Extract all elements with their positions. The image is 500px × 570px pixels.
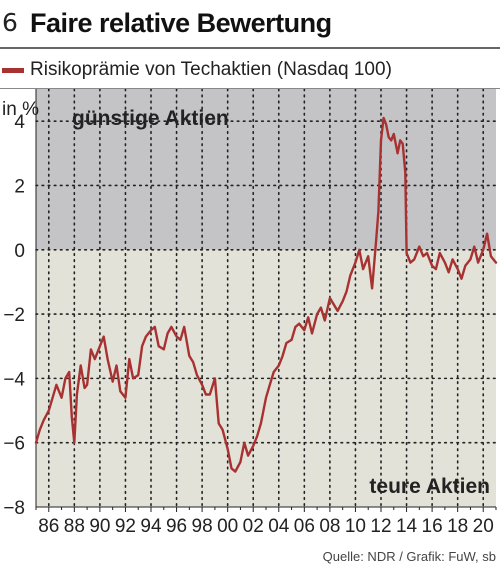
x-tick-label: 92 xyxy=(115,516,136,537)
x-tick-label: 96 xyxy=(166,516,187,537)
x-tick-label: 20 xyxy=(473,516,494,537)
x-tick-label: 10 xyxy=(345,516,366,537)
legend-label: Risikoprämie von Techaktien (Nasdaq 100) xyxy=(30,59,392,80)
source-credit: Quelle: NDR / Grafik: FuW, sb xyxy=(322,549,496,564)
x-tick-label: 02 xyxy=(243,516,264,537)
x-tick-label: 98 xyxy=(192,516,213,537)
x-tick-label: 86 xyxy=(38,516,59,537)
chart-number: 6 xyxy=(2,8,18,37)
y-tick-label: −2 xyxy=(3,305,25,326)
x-tick-label: 00 xyxy=(217,516,238,537)
x-tick-label: 16 xyxy=(422,516,443,537)
chart-title: Faire relative Bewertung xyxy=(30,8,332,38)
series-line xyxy=(34,116,498,473)
x-tick-label: 04 xyxy=(268,516,290,537)
top-rule xyxy=(0,47,500,49)
y-tick-label: 2 xyxy=(14,176,25,197)
y-tick-label: −4 xyxy=(3,369,25,390)
x-tick-label: 12 xyxy=(370,516,391,537)
x-tick-label: 18 xyxy=(447,516,468,537)
x-tick-label: 94 xyxy=(140,516,162,537)
x-tick-label: 08 xyxy=(319,516,340,537)
y-tick-label: −6 xyxy=(3,434,25,455)
x-tick-label: 90 xyxy=(89,516,110,537)
annotation-lower: teure Aktien xyxy=(369,475,490,498)
x-tick-label: 88 xyxy=(64,516,85,537)
x-tick-label: 14 xyxy=(396,516,418,537)
y-tick-label: 4 xyxy=(14,112,25,133)
y-tick-label: 0 xyxy=(14,241,25,262)
y-axis-label: in % xyxy=(2,99,39,120)
legend-rule xyxy=(0,88,500,89)
upper-zone xyxy=(36,89,496,250)
x-tick-label: 06 xyxy=(294,516,315,537)
legend-swatch xyxy=(2,68,24,73)
chart-header: 6 Faire relative Bewertung xyxy=(0,0,500,50)
annotation-upper: günstige Aktien xyxy=(72,107,229,130)
y-tick-label: −8 xyxy=(3,498,25,519)
